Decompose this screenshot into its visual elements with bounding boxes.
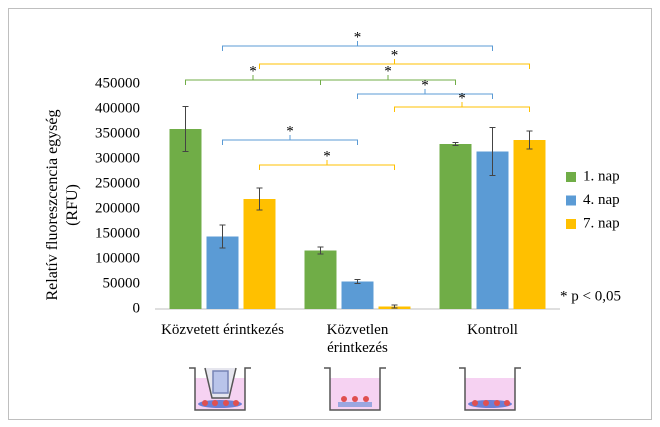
significance-bracket <box>357 89 493 99</box>
y-tick-label: 150000 <box>95 225 140 241</box>
y-tick-label: 350000 <box>95 125 140 141</box>
x-tick-label: Közvetlen érintkezés <box>326 322 389 356</box>
y-tick-label: 450000 <box>95 75 140 91</box>
frame <box>8 8 652 420</box>
legend-swatch <box>566 219 576 229</box>
error-bar <box>489 127 496 176</box>
significance-bracket <box>394 102 530 112</box>
significance-bracket <box>320 75 456 85</box>
y-axis-label: Relatív fluoreszcencia egység (RFU) <box>44 109 81 301</box>
bar <box>439 144 472 309</box>
note: * p < 0,05 <box>560 288 621 304</box>
bar <box>206 236 239 309</box>
legend-label: 4. nap <box>583 192 620 208</box>
error-bar <box>317 246 324 255</box>
error-bar <box>256 187 263 211</box>
well-illustrations <box>189 367 521 411</box>
legend-swatch <box>566 195 576 206</box>
y-tick-label: 50000 <box>103 275 141 291</box>
y-tick-label: 300000 <box>95 150 140 166</box>
x-tick-label: Közvetett érintkezés <box>161 322 284 338</box>
error-bar <box>391 304 398 309</box>
error-bar <box>354 279 361 284</box>
error-bar <box>219 224 226 249</box>
significance-label: * <box>391 47 399 63</box>
significance-bracket <box>259 59 530 69</box>
significance-label: * <box>384 63 392 79</box>
significance-label: * <box>249 63 257 79</box>
significance-bracket <box>222 135 358 145</box>
y-tick-label: 100000 <box>95 250 140 266</box>
error-bar <box>182 106 189 152</box>
error-bar <box>452 142 459 146</box>
significance-label: * <box>354 29 362 45</box>
legend-label: 7. nap <box>583 215 620 231</box>
significance-label: * <box>421 77 429 93</box>
y-tick-label: 400000 <box>95 100 140 116</box>
legend-swatch <box>566 172 576 182</box>
error-bar <box>526 130 533 150</box>
y-tick-label: 250000 <box>95 175 140 191</box>
significance-label: * <box>286 123 294 139</box>
y-tick-label: 0 <box>133 300 141 316</box>
significance-label: * <box>323 148 331 164</box>
significance-bracket <box>222 41 493 51</box>
bar <box>476 151 509 309</box>
legend-label: 1. nap <box>583 168 620 184</box>
bar <box>304 250 337 309</box>
bar <box>513 140 546 309</box>
x-tick-label: Kontroll <box>467 322 518 338</box>
significance-bracket <box>259 160 395 170</box>
y-tick-label: 200000 <box>95 200 140 216</box>
significance-label: * <box>458 90 466 106</box>
bar <box>341 281 374 309</box>
bar <box>169 129 202 309</box>
bar <box>243 199 276 309</box>
